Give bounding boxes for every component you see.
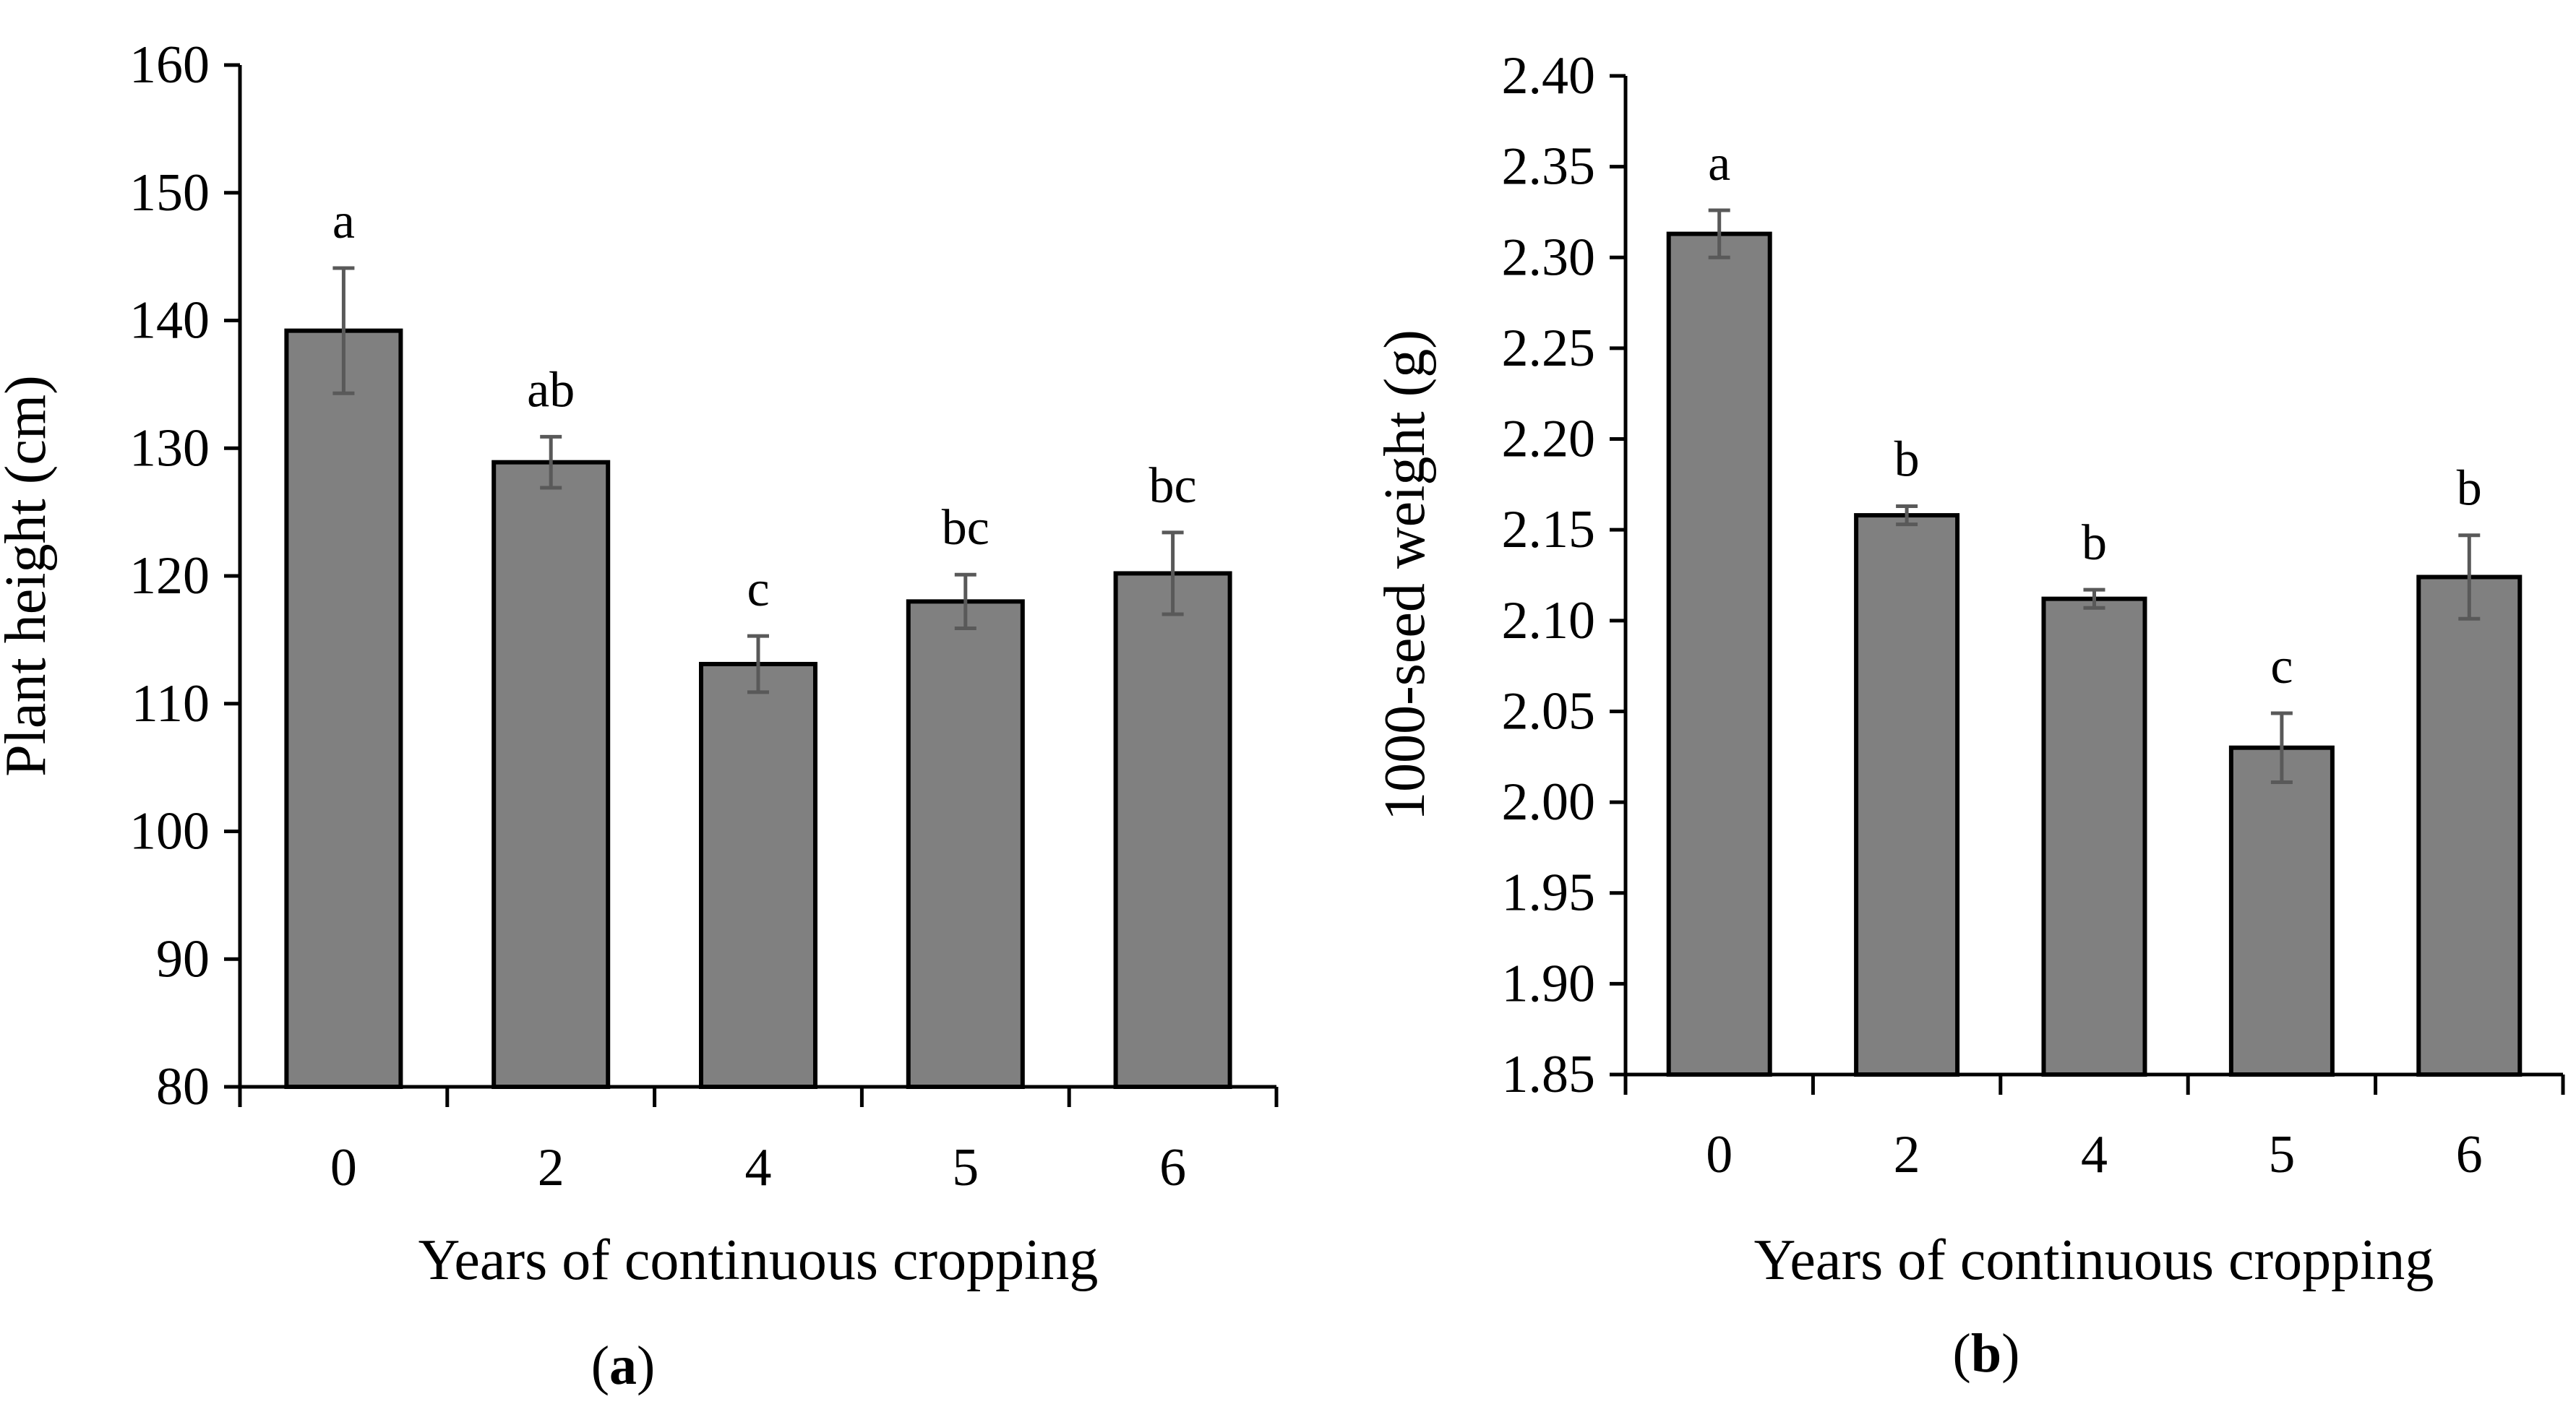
caption-paren-close: ) (2001, 1323, 2019, 1384)
significance-letter: b (1894, 432, 1920, 488)
bar-5 (906, 599, 1025, 1089)
significance-letter: bc (1149, 458, 1197, 514)
y-tick-label: 110 (132, 674, 210, 733)
bar-5 (2228, 745, 2335, 1077)
y-axis-title: 1000-seed weight (g) (1373, 330, 1437, 821)
bar-0 (284, 328, 403, 1089)
panel-caption: (a) (591, 1335, 656, 1396)
x-tick-label: 0 (1706, 1125, 1733, 1184)
x-axis-title: Years of continuous cropping (1754, 1228, 2434, 1292)
y-tick-label: 150 (129, 163, 210, 223)
y-tick-label: 2.20 (1502, 410, 1596, 469)
bar-2 (1854, 513, 1960, 1077)
x-tick-label: 2 (1894, 1125, 1920, 1184)
x-tick-label: 6 (1159, 1138, 1186, 1197)
bar-2 (491, 460, 611, 1089)
x-axis-title: Years of continuous cropping (418, 1228, 1099, 1292)
bar-6 (2416, 574, 2523, 1077)
x-tick-label: 0 (330, 1138, 357, 1197)
caption-paren-open: ( (1953, 1323, 1971, 1384)
caption-letter: b (1971, 1323, 2001, 1384)
y-tick-label: 2.05 (1502, 681, 1596, 741)
y-tick-label: 130 (129, 418, 210, 478)
y-tick-label: 2.25 (1502, 319, 1596, 378)
x-tick-label: 6 (2456, 1125, 2483, 1184)
y-tick-label: 2.35 (1502, 137, 1596, 197)
y-tick-label: 100 (129, 802, 210, 861)
bar-4 (699, 661, 817, 1089)
x-tick-label: 4 (745, 1138, 772, 1197)
significance-letter: a (332, 194, 355, 249)
y-axis-title: Plant height (cm) (0, 375, 58, 776)
significance-letter: bc (942, 500, 989, 556)
significance-letter: c (747, 561, 769, 617)
y-tick-label: 2.30 (1502, 228, 1596, 287)
x-tick-label: 5 (2268, 1125, 2295, 1184)
y-tick-label: 1.95 (1502, 864, 1596, 923)
caption-paren-close: ) (637, 1335, 655, 1396)
x-tick-label: 4 (2081, 1125, 2108, 1184)
significance-letter: a (1708, 136, 1730, 191)
significance-letter: b (2082, 515, 2107, 571)
x-tick-label: 2 (538, 1138, 564, 1197)
panel-caption: (b) (1953, 1323, 2020, 1384)
significance-letter: c (2270, 639, 2293, 694)
bar-4 (2041, 596, 2147, 1077)
y-tick-label: 90 (156, 929, 210, 989)
y-tick-label: 1.90 (1502, 954, 1596, 1013)
caption-letter: a (609, 1335, 637, 1396)
y-tick-label: 2.00 (1502, 772, 1596, 832)
y-tick-label: 2.15 (1502, 500, 1596, 559)
y-tick-label: 1.85 (1502, 1045, 1596, 1104)
bar-0 (1666, 231, 1772, 1077)
y-tick-label: 2.40 (1502, 46, 1596, 106)
y-tick-label: 2.10 (1502, 591, 1596, 650)
y-tick-label: 120 (129, 546, 210, 606)
significance-letter: b (2457, 461, 2482, 517)
chart-a: a ab c bc bc 80 90 100 110 120 130 140 150 160 0 2 4 5 6 Ye… (0, 35, 1279, 1396)
significance-letter: ab (527, 362, 575, 418)
bar-6 (1113, 571, 1232, 1089)
y-tick-label: 80 (156, 1057, 210, 1116)
chart-b: a b b c b 1.85 1.90 1.95 2.00 2.05 2.10 2.15 2.20 2.2… (1373, 46, 2565, 1384)
y-tick-label: 140 (129, 291, 210, 350)
x-tick-label: 5 (952, 1138, 979, 1197)
y-tick-label: 160 (129, 35, 210, 95)
caption-paren-open: ( (591, 1335, 609, 1396)
